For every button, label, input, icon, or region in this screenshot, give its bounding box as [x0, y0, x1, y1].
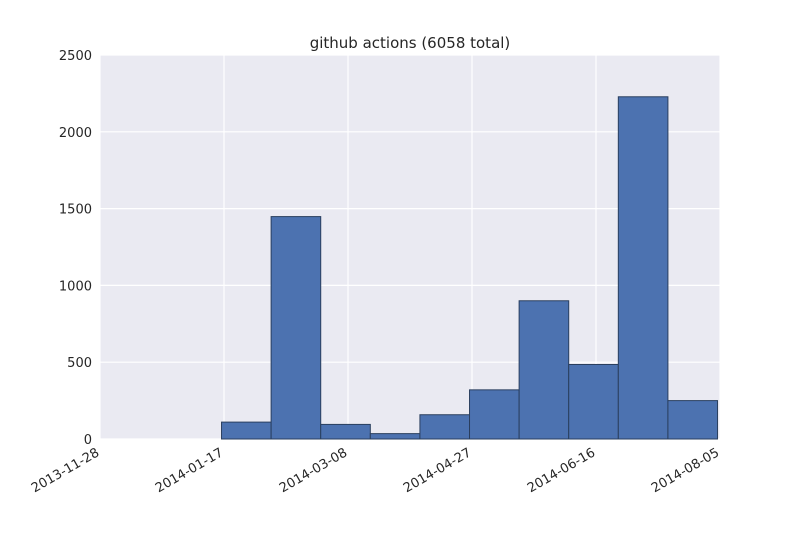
y-tick-label: 2500 [59, 49, 92, 64]
histogram-bar [221, 421, 272, 440]
x-axis-tick-labels: 2013-11-28 2014-01-17 2014-03-08 2014-04-27… [29, 445, 722, 496]
histogram-bar [518, 300, 570, 440]
y-axis-tick-labels: 0 500 1000 1500 2000 2500 [59, 49, 92, 448]
x-tick-label: 2014-08-05 [649, 445, 722, 496]
x-tick-label: 2014-03-08 [277, 445, 350, 496]
x-tick-label: 2014-06-16 [525, 445, 598, 496]
bars [221, 96, 719, 440]
y-tick-label: 1000 [59, 279, 92, 294]
y-tick-label: 2000 [59, 126, 92, 141]
histogram-bar [419, 414, 471, 440]
histogram-bar [369, 433, 421, 440]
histogram-bar [617, 96, 669, 440]
x-tick-label: 2013-11-28 [29, 445, 102, 496]
x-tick-label: 2014-01-17 [153, 445, 226, 496]
y-tick-label: 1500 [59, 203, 92, 218]
histogram-bar [320, 423, 371, 440]
x-tick-label: 2014-04-27 [401, 445, 474, 496]
histogram-bar [270, 216, 322, 440]
chart-title: github actions (6058 total) [310, 34, 511, 52]
histogram-bar [667, 400, 719, 440]
plot-area: 0 500 1000 1500 2000 2500 2013-11-28 2014-01-17… [29, 49, 722, 496]
histogram-bar [469, 389, 520, 440]
y-tick-label: 500 [67, 356, 92, 371]
y-tick-label: 0 [84, 433, 92, 448]
histogram-bar [568, 364, 619, 440]
